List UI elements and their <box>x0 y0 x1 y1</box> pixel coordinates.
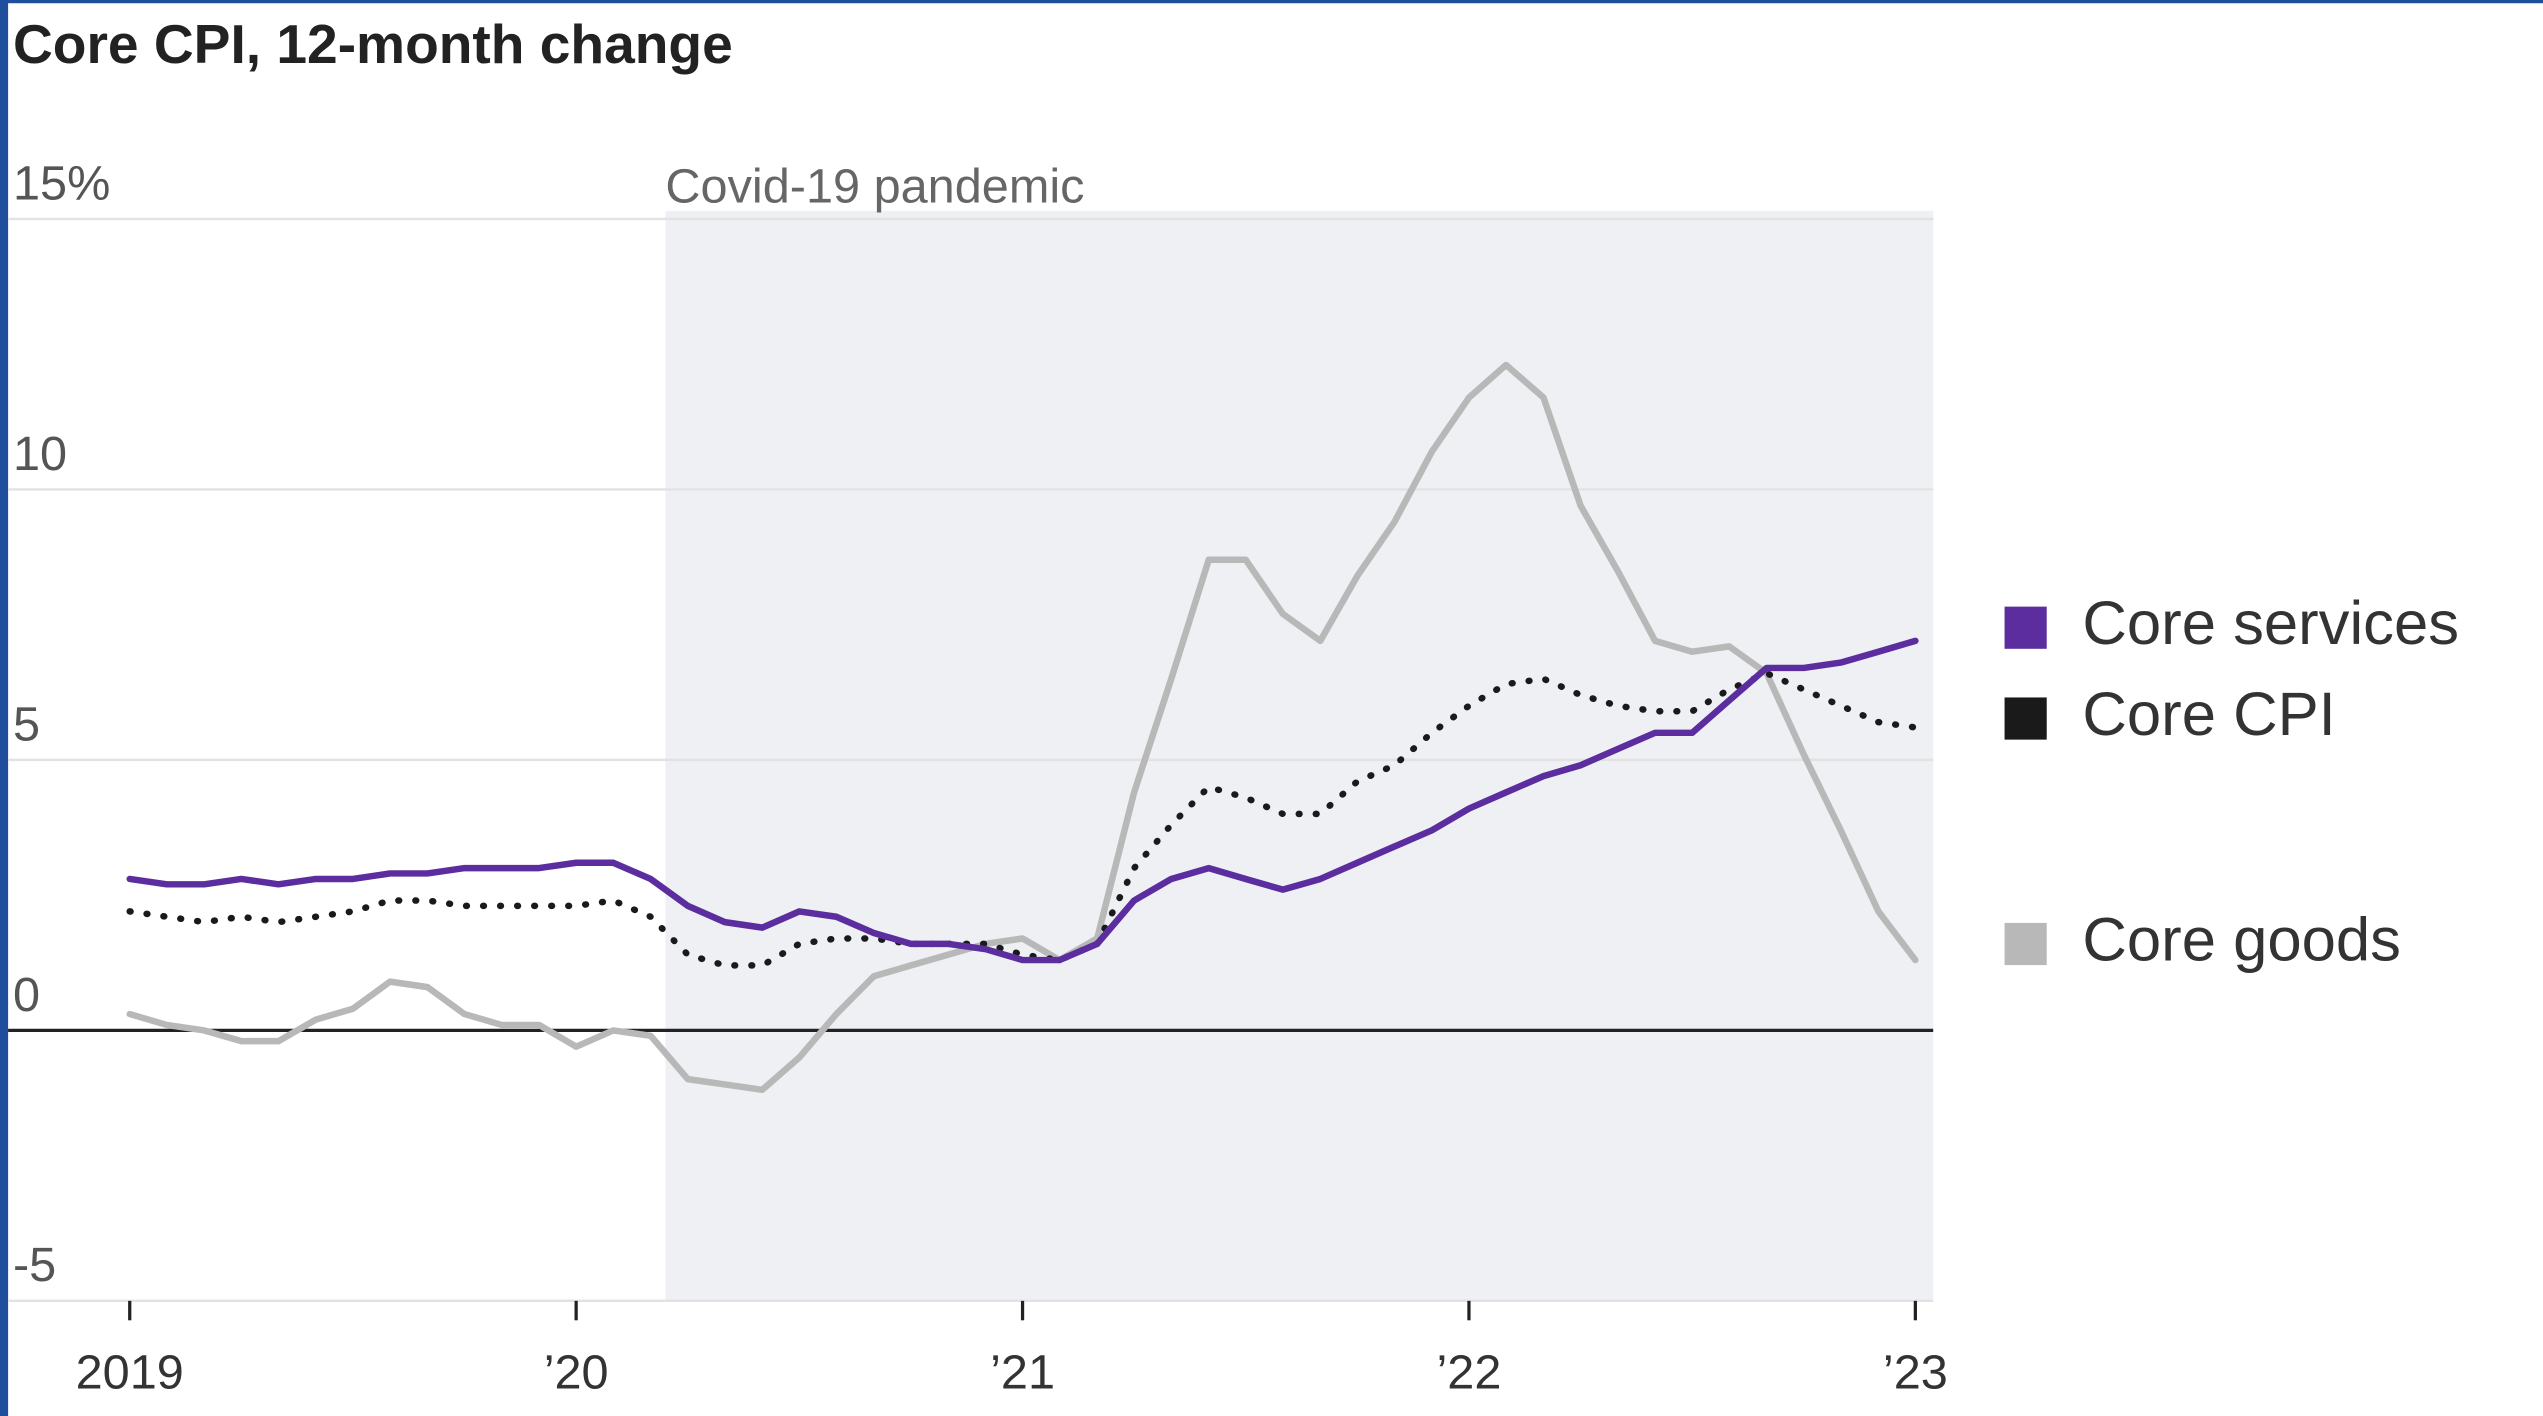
frame-edge <box>0 0 9 1416</box>
y-tick-label: 5 <box>13 697 40 751</box>
x-tick-label: ’20 <box>544 1345 609 1399</box>
x-tick-label: ’22 <box>1436 1345 1501 1399</box>
y-tick-label: 0 <box>13 968 40 1022</box>
y-tick-label: -5 <box>13 1238 56 1292</box>
legend-swatch <box>2004 697 2047 740</box>
annotation-label: Covid-19 pandemic <box>665 160 1084 214</box>
legend-label: Core services <box>2082 589 2459 658</box>
frame-top <box>0 0 2543 4</box>
legend-label: Core CPI <box>2082 680 2335 749</box>
series-line <box>126 361 1919 1094</box>
x-tick-label: ’21 <box>990 1345 1055 1399</box>
x-tick-label: 2019 <box>76 1345 184 1399</box>
series-line <box>126 637 1919 964</box>
chart-title: Core CPI, 12-month change <box>13 13 733 75</box>
legend-swatch <box>2004 922 2047 966</box>
x-tick-label: ’23 <box>1883 1345 1948 1399</box>
annotation-band <box>665 210 1934 1301</box>
legend-swatch <box>2004 606 2047 649</box>
y-tick-label: 15% <box>13 156 110 210</box>
y-tick-label: 10 <box>13 427 67 481</box>
legend-label: Core goods <box>2082 905 2401 974</box>
